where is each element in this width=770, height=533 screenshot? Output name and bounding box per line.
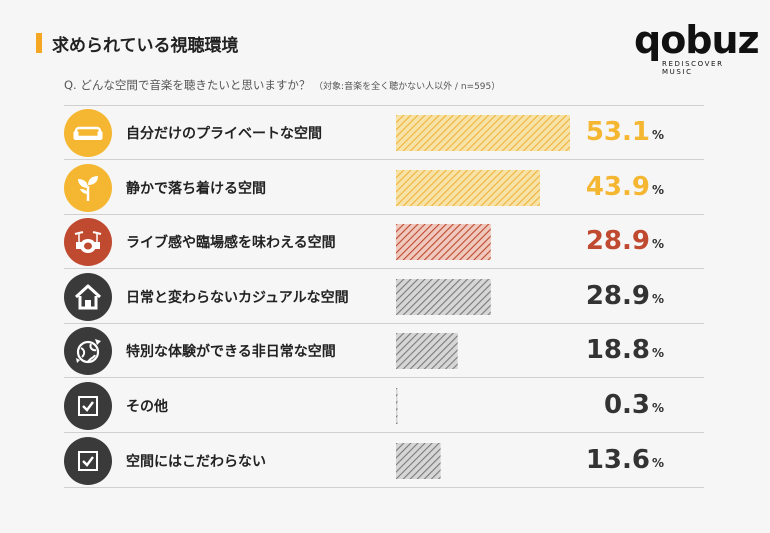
row-divider [64,432,704,433]
chart-row: 空間にはこだわらない 13.6% [64,434,704,488]
page-title: 求められている視聴環境 [52,36,239,56]
category-label: 自分だけのプライベートな空間 [126,126,322,142]
bar-rect [396,442,441,479]
logo-word: qobuz [634,18,760,62]
value-label: 13.6 [585,444,650,475]
bar [396,278,491,315]
chart-row: 静かで落ち着ける空間 43.9% [64,161,704,215]
bar [396,224,491,261]
unit-label: % [651,182,664,197]
chart-row: その他 0.3% [64,379,704,433]
unit-label: % [651,346,664,361]
value-label: 18.8 [585,335,650,366]
unit-label: % [651,401,664,415]
qobuz-logo: qobuz REDISCOVER MUSIC [634,18,760,76]
category-label: 静かで落ち着ける空間 [126,180,266,197]
value-label: 28.9 [585,226,650,257]
unit-label: % [651,237,664,252]
chart-row: ライブ感や臨場感を味わえる空間 28.9% [64,215,704,270]
row-divider [64,377,704,379]
value-label: 53.1 [585,117,650,147]
checkbox-icon [64,382,112,430]
category-label: 日常と変わらないカジュアルな空間 [126,289,349,306]
sofa-icon [64,109,112,157]
bar-rect [396,388,398,424]
title-accent-bar [36,33,42,53]
value-label: 0.3 [603,390,650,420]
category-label: 空間にはこだわらない [126,453,266,470]
category-label: その他 [126,399,168,415]
checkbox-icon [64,436,112,485]
question-note: （対象:音楽を全く聴かない人以外 / n=595） [314,82,501,92]
bar [396,442,441,479]
chart-row: 自分だけのプライベートな空間 53.1% [64,106,704,160]
unit-label: % [651,455,664,470]
category-label: 特別な体験ができる非日常な空間 [126,344,336,361]
chart-top-divider [64,105,704,106]
bar-rect [396,278,491,315]
chart-row: 特別な体験ができる非日常な空間 18.8% [64,324,704,379]
bar [396,333,458,370]
globe-plane-icon [64,327,112,376]
row-divider [64,268,704,270]
row-divider [64,213,704,215]
chart-row: 日常と変わらないカジュアルな空間 28.9% [64,270,704,324]
question-text: Q. どんな空間で音楽を聴きたいと思いますか？ （対象:音楽を全く聴かない人以外… [64,77,500,93]
bar-rect [396,169,540,206]
bar [396,169,540,206]
value-label: 43.9 [585,171,650,202]
unit-label: % [651,291,664,306]
row-divider [64,486,704,488]
value-label: 28.9 [585,280,650,311]
sprout-icon [64,163,112,212]
category-label: ライブ感や臨場感を味わえる空間 [126,235,336,252]
logo-tagline: REDISCOVER MUSIC [662,60,724,76]
row-divider [64,159,704,160]
bar-rect [396,333,458,370]
bar-rect [396,115,571,151]
bar [396,388,398,424]
unit-label: % [651,128,664,142]
bar [396,115,571,151]
row-divider [64,322,704,324]
house-icon [64,272,112,321]
question-main: Q. どんな空間で音楽を聴きたいと思いますか？ [64,78,311,92]
bar-rect [396,224,491,261]
drums-icon [64,218,112,267]
